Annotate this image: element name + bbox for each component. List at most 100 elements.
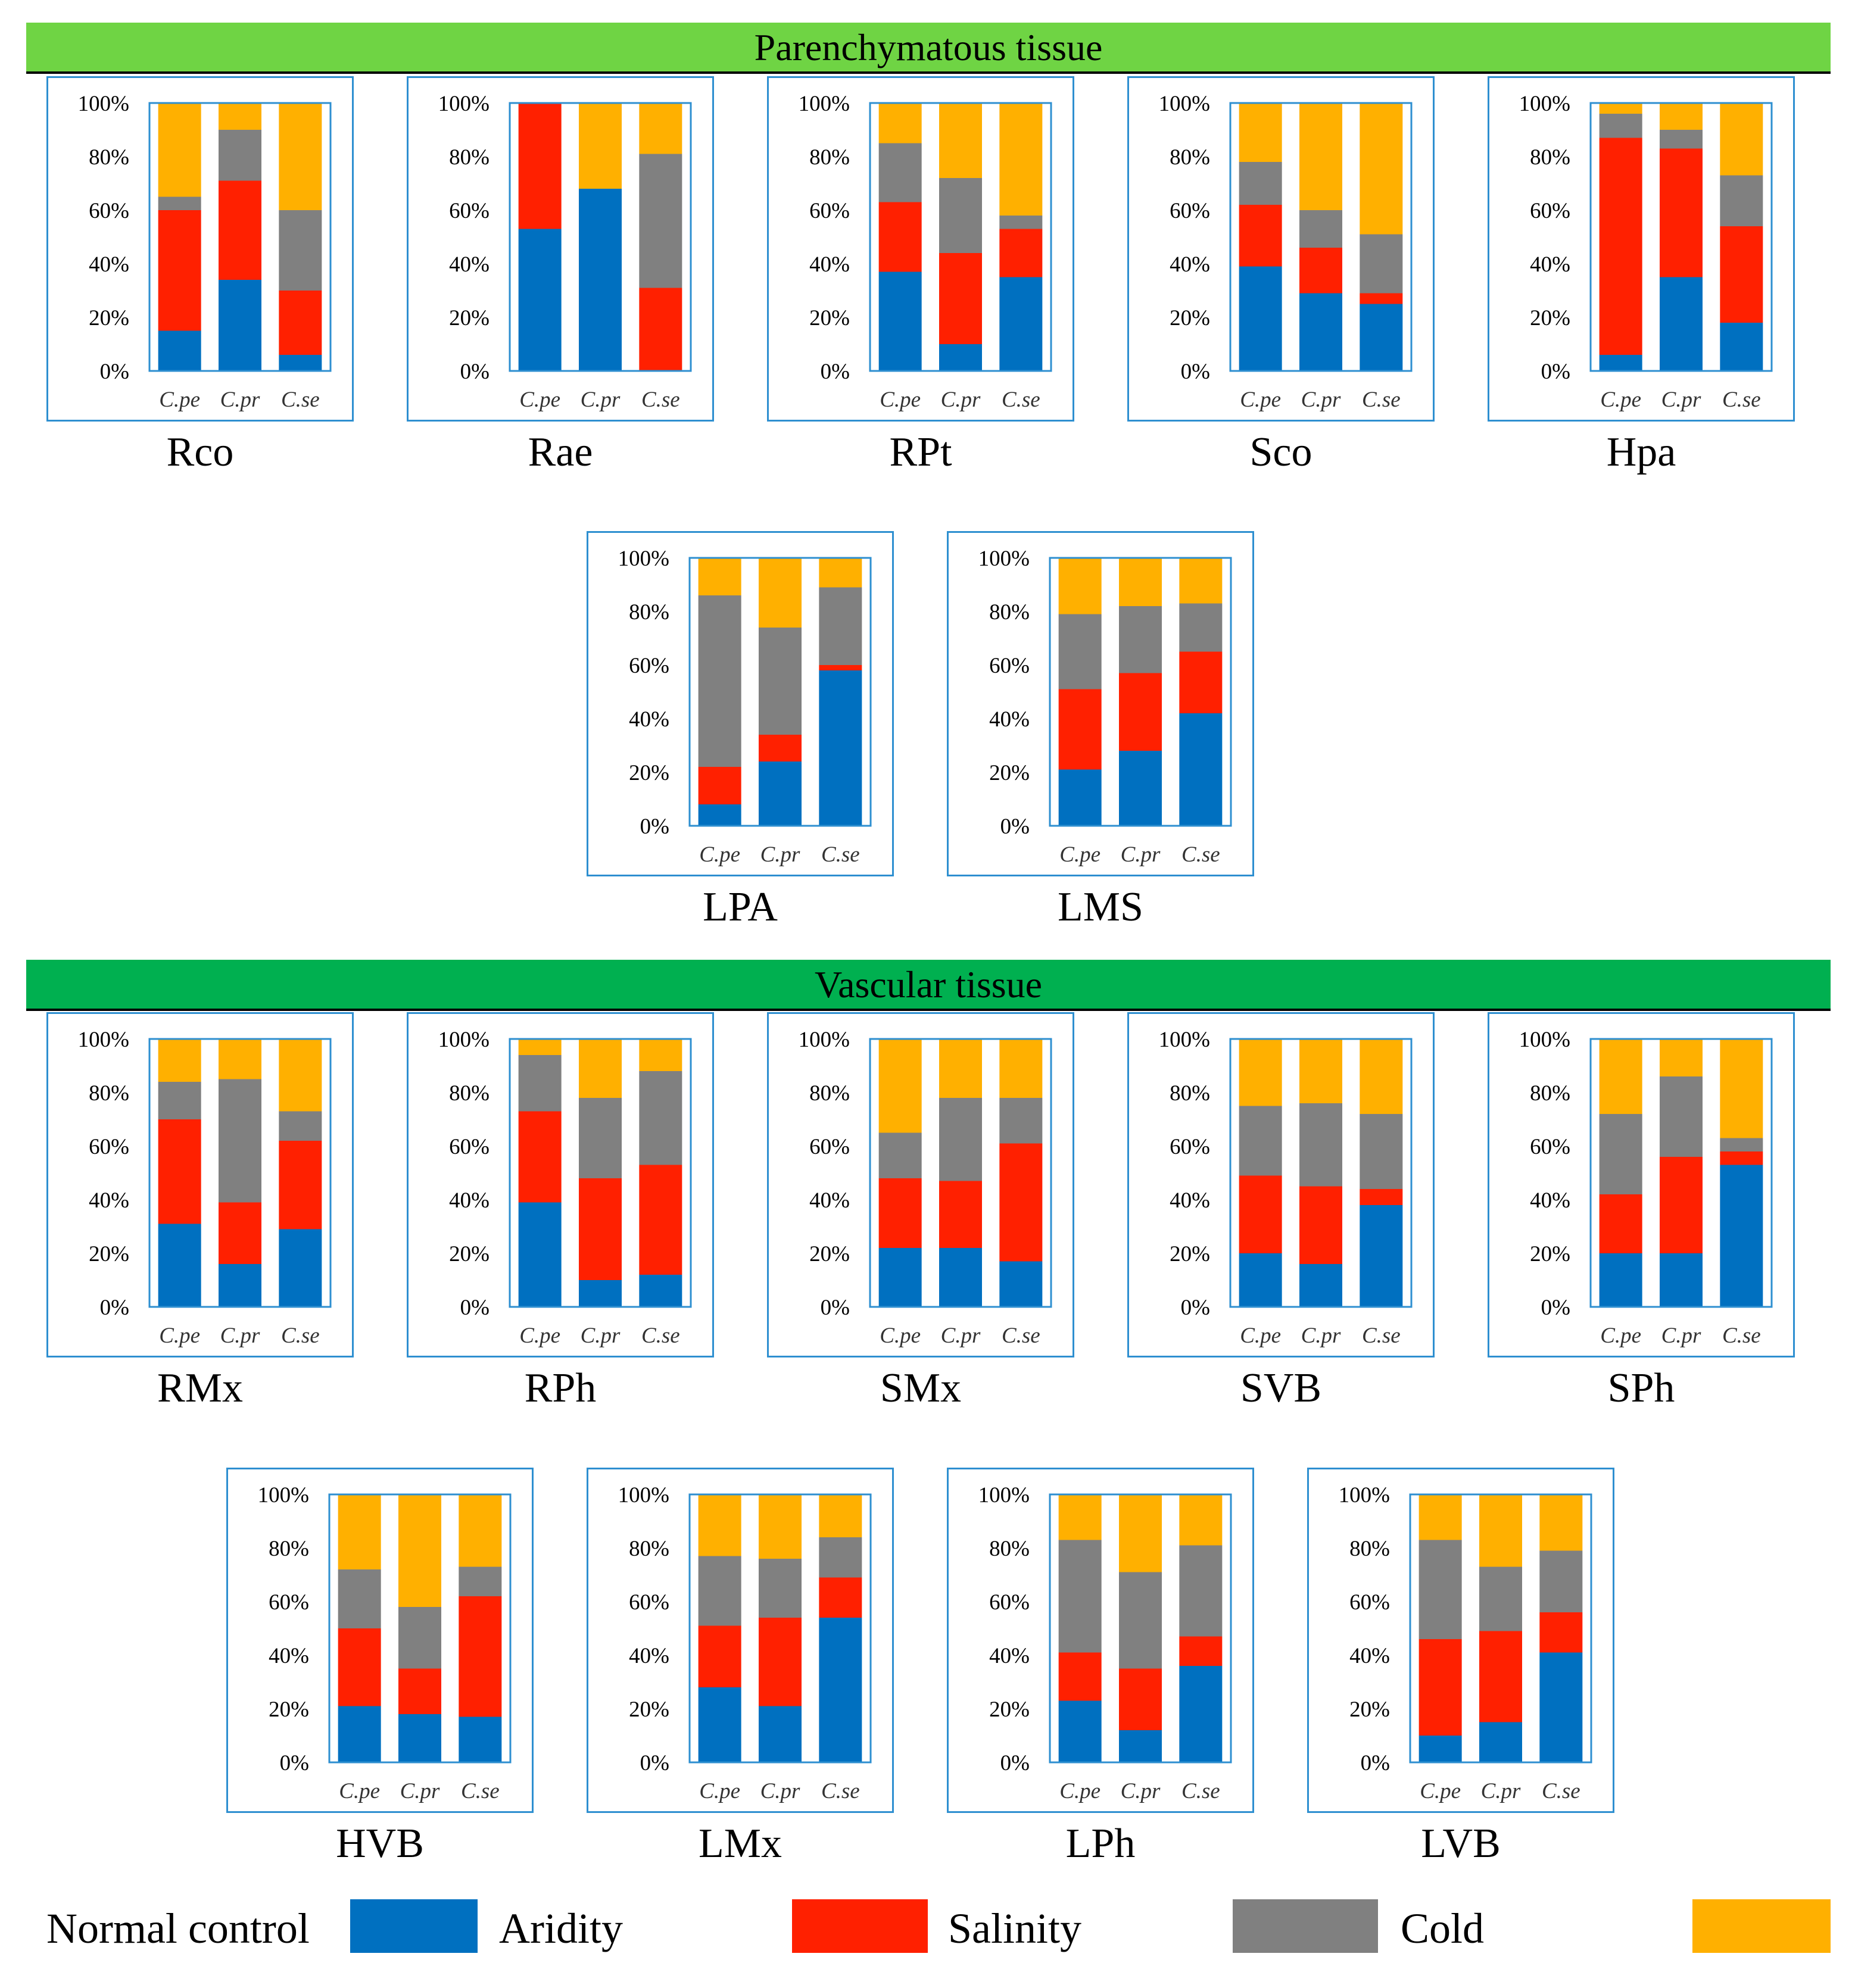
plot-frame	[688, 557, 872, 827]
bar-segment-rmx-cpe-cold	[158, 1039, 201, 1082]
chart-svg-lpa: 0% 20% 40% 60% 80% 100% C.pe C.pr C.se	[618, 547, 872, 867]
legend-swatch-normal-control	[350, 1899, 478, 1953]
y-tick-label: 40%	[89, 252, 129, 277]
y-tick-label: 40%	[1530, 252, 1570, 277]
y-tick-label: 60%	[449, 199, 490, 223]
y-tick-label: 80%	[1530, 145, 1570, 170]
chart-panel-sco: 0% 20% 40% 60% 80% 100% C.pe C.pr C.se	[1127, 76, 1435, 422]
bar-segment-lms-cse-cold	[1179, 558, 1223, 604]
y-tick-label: 60%	[269, 1590, 309, 1615]
bar-segment-hvb-cpe-aridity	[338, 1628, 381, 1706]
y-tick-label: 40%	[269, 1644, 309, 1668]
x-category-label: C.pr	[1121, 1779, 1161, 1803]
y-tick-label: 0%	[1181, 1296, 1210, 1320]
chart-panel-rpt: 0% 20% 40% 60% 80% 100% C.pe C.pr C.se	[767, 76, 1074, 422]
bar-segment-sco-cpr-aridity	[1299, 248, 1342, 294]
y-tick-label: 100%	[1339, 1483, 1390, 1508]
bar-segment-rae-cse-salinity	[639, 154, 682, 288]
plot-frame	[1049, 1493, 1232, 1764]
y-tick-label: 100%	[78, 1028, 129, 1052]
x-category-label: C.se	[821, 1779, 860, 1803]
bar-segment-svb-cpr-normal-control	[1299, 1264, 1342, 1307]
y-tick-label: 0%	[1000, 814, 1030, 839]
bar-segment-lph-cse-cold	[1179, 1494, 1223, 1546]
plot-frame	[688, 1493, 872, 1764]
bar-segment-sph-cse-salinity	[1720, 1138, 1763, 1151]
legend-swatch-cold	[1692, 1899, 1831, 1953]
bar-segment-lpa-cpr-aridity	[759, 735, 802, 762]
bar-segment-svb-cpe-aridity	[1239, 1175, 1282, 1253]
bar-segment-rph-cse-salinity	[639, 1071, 682, 1165]
bar-segment-sco-cpr-normal-control	[1299, 293, 1342, 371]
panel-title-hvb: HVB	[336, 1821, 424, 1867]
bar-segment-hvb-cpr-salinity	[398, 1607, 441, 1669]
y-tick-label: 20%	[629, 761, 669, 785]
x-category-label: C.pe	[339, 1779, 380, 1803]
x-category-label: C.se	[641, 388, 680, 412]
x-category-label: C.pe	[1240, 1324, 1281, 1348]
y-tick-label: 20%	[89, 306, 129, 330]
x-category-label: C.pr	[220, 1324, 260, 1348]
bar-segment-rco-cpr-normal-control	[219, 280, 261, 371]
bar-segment-lpa-cpe-cold	[698, 558, 741, 595]
plot-frame	[328, 1493, 512, 1764]
y-tick-label: 80%	[809, 145, 850, 170]
bar-segment-lms-cpr-aridity	[1119, 673, 1162, 751]
bar-segment-lpa-cse-aridity	[819, 665, 862, 670]
plot-frame	[1589, 1038, 1773, 1308]
y-tick-label: 80%	[449, 145, 490, 170]
vascular-tissue-banner: Vascular tissue	[26, 960, 1831, 1011]
plot-frame	[509, 1038, 692, 1308]
bar-segment-lvb-cpr-normal-control	[1479, 1722, 1522, 1762]
x-category-label: C.se	[1362, 1324, 1401, 1348]
bar-segment-rco-cpe-aridity	[158, 210, 201, 331]
bar-segment-rph-cpr-cold	[579, 1039, 622, 1098]
y-tick-label: 0%	[1000, 1751, 1030, 1775]
bar-segment-svb-cse-cold	[1360, 1039, 1403, 1114]
bar-segment-sco-cpe-salinity	[1239, 162, 1282, 205]
bar-segment-sph-cpr-aridity	[1660, 1157, 1703, 1253]
bar-segment-rco-cse-salinity	[279, 210, 322, 291]
y-tick-label: 80%	[89, 1081, 129, 1106]
bar-segment-sco-cpr-cold	[1299, 103, 1342, 210]
y-tick-label: 40%	[809, 1188, 850, 1213]
y-tick-label: 100%	[1519, 1028, 1570, 1052]
bar-segment-rph-cpe-salinity	[518, 1055, 562, 1112]
y-tick-label: 100%	[978, 547, 1030, 571]
legend-label-normal-control: Normal control	[46, 1905, 310, 1952]
chart-svg-lph: 0% 20% 40% 60% 80% 100% C.pe C.pr C.se	[978, 1483, 1232, 1803]
bar-segment-lmx-cpe-normal-control	[698, 1687, 741, 1762]
plot-frame	[148, 1038, 332, 1308]
chart-svg-lmx: 0% 20% 40% 60% 80% 100% C.pe C.pr C.se	[618, 1483, 872, 1803]
bar-segment-hpa-cse-cold	[1720, 103, 1763, 176]
bar-segment-lmx-cpr-aridity	[759, 1618, 802, 1706]
bar-segment-rmx-cse-cold	[279, 1039, 322, 1112]
chart-panel-hpa: 0% 20% 40% 60% 80% 100% C.pe C.pr C.se	[1488, 76, 1795, 422]
bar-segment-smx-cpe-normal-control	[878, 1248, 922, 1307]
chart-svg-sph: 0% 20% 40% 60% 80% 100% C.pe C.pr C.se	[1519, 1028, 1773, 1348]
bar-segment-lvb-cse-salinity	[1539, 1550, 1583, 1612]
bar-segment-hpa-cpr-normal-control	[1660, 277, 1703, 371]
x-category-label: C.se	[1722, 1324, 1761, 1348]
x-category-label: C.se	[1181, 1779, 1220, 1803]
x-category-label: C.pe	[159, 1324, 200, 1348]
plot-frame	[1589, 102, 1773, 372]
bar-segment-rmx-cpe-salinity	[158, 1082, 201, 1119]
y-tick-label: 60%	[989, 654, 1030, 678]
bar-segment-rmx-cpr-salinity	[219, 1079, 261, 1203]
x-category-label: C.pr	[581, 388, 621, 412]
bar-segment-rph-cse-aridity	[639, 1165, 682, 1275]
x-category-label: C.pr	[1301, 388, 1341, 412]
bar-segment-lmx-cse-cold	[819, 1494, 862, 1537]
bar-segment-rph-cpe-cold	[518, 1039, 562, 1055]
chart-panel-lmx: 0% 20% 40% 60% 80% 100% C.pe C.pr C.se	[587, 1468, 894, 1813]
bar-segment-lmx-cse-aridity	[819, 1577, 862, 1618]
x-category-label: C.pe	[519, 1324, 560, 1348]
panel-title-sph: SPh	[1607, 1365, 1675, 1411]
bar-segment-lms-cpe-salinity	[1058, 614, 1102, 689]
y-tick-label: 60%	[89, 1135, 129, 1159]
bar-segment-lpa-cse-normal-control	[819, 670, 862, 826]
y-tick-label: 0%	[460, 1296, 490, 1320]
plot-frame	[1229, 102, 1413, 372]
bar-segment-hpa-cpe-cold	[1599, 103, 1642, 114]
